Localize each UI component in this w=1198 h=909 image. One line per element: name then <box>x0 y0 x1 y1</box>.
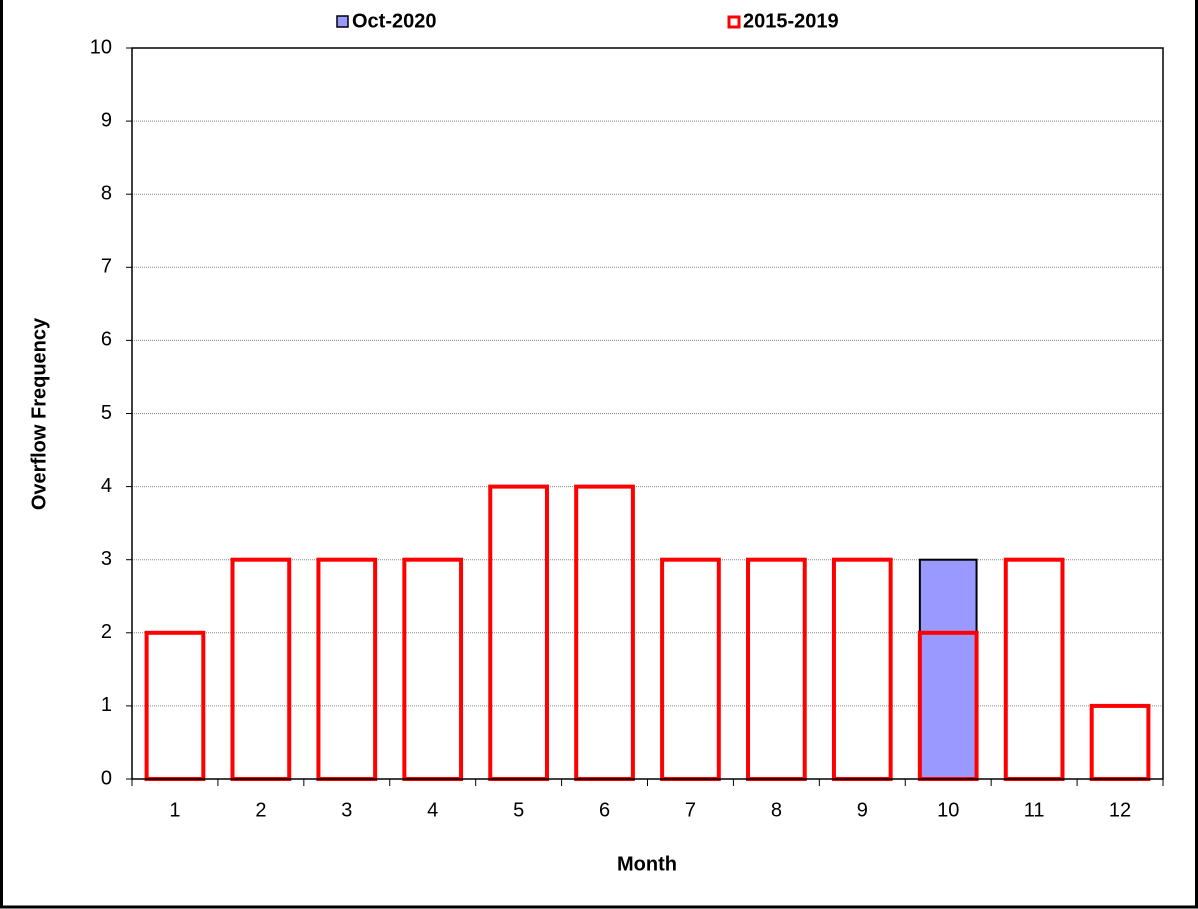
y-tick-label: 9 <box>101 109 112 131</box>
y-tick-label: 6 <box>101 329 112 351</box>
x-tick-label: 11 <box>1024 799 1045 821</box>
legend-label: 2015-2019 <box>743 10 839 32</box>
y-tick-label: 2 <box>101 621 112 643</box>
x-axis-label: Month <box>617 853 677 875</box>
legend-swatch <box>727 15 741 29</box>
x-tick-label: 7 <box>685 799 696 821</box>
x-tick-label: 1 <box>169 799 180 821</box>
y-tick-label: 10 <box>90 36 112 58</box>
x-tick-label: 9 <box>857 799 868 821</box>
x-tick-label: 3 <box>341 799 352 821</box>
x-tick-label: 8 <box>771 799 782 821</box>
bar <box>918 558 978 781</box>
x-tick-label: 6 <box>599 799 610 821</box>
x-tick-label: 2 <box>255 799 266 821</box>
plot-area <box>131 47 1164 780</box>
y-tick-label: 4 <box>101 475 112 497</box>
y-tick-label: 3 <box>101 548 112 570</box>
y-tick-label: 7 <box>101 256 112 278</box>
x-tick-label: 10 <box>937 799 959 821</box>
y-tick-label: 1 <box>101 694 112 716</box>
legend-label: Oct-2020 <box>352 10 437 32</box>
legend-swatch <box>336 15 349 28</box>
y-tick-label: 5 <box>101 402 112 424</box>
x-tick-label: 5 <box>513 799 524 821</box>
y-axis-label: Overflow Frequency <box>28 317 50 510</box>
x-tick-label: 12 <box>1109 799 1131 821</box>
x-tick-label: 4 <box>427 799 438 821</box>
y-tick-label: 0 <box>101 767 112 789</box>
y-tick-label: 8 <box>101 182 112 204</box>
